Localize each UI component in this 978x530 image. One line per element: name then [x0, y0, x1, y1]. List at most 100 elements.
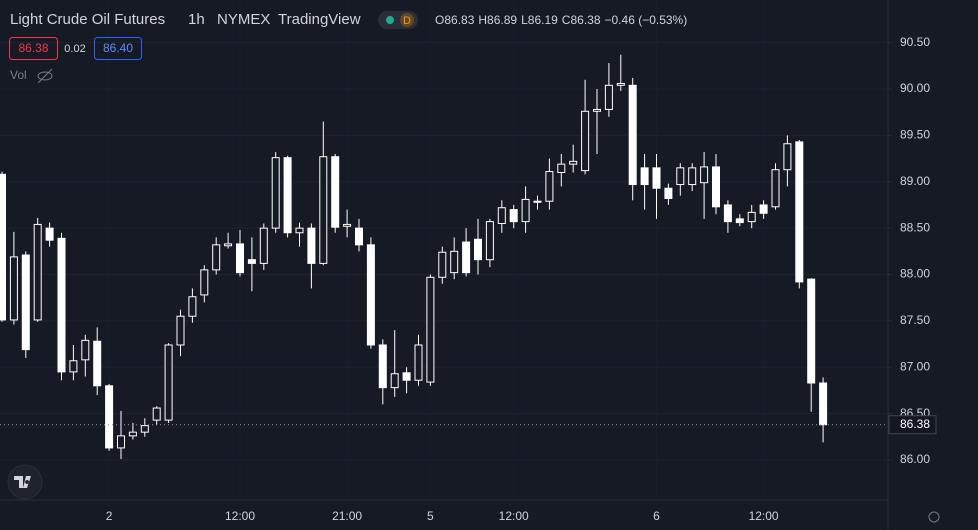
y-tick-label: 90.00 [900, 81, 930, 95]
eye [37, 71, 53, 81]
y-tick-label: 89.50 [900, 128, 930, 142]
settings-icon[interactable] [928, 511, 940, 523]
candle-body-up [69, 360, 78, 373]
candle-body-down [712, 166, 720, 208]
ask-box[interactable] [94, 37, 142, 60]
candle-body-up [747, 211, 756, 223]
candle-body-up [319, 156, 328, 264]
candle-body-up [616, 82, 625, 86]
candles [0, 54, 828, 460]
candle-body-down [795, 141, 804, 283]
y-tick-label: 88.00 [900, 267, 930, 281]
candle-body-down [735, 218, 744, 224]
x-tick-label: 6 [653, 509, 660, 523]
candle-body-up [545, 171, 554, 202]
ohlc-legend: O86.83 H86.89 L86.19 C86.38 −0.46 (−0.53%) [435, 13, 687, 27]
eye-slash [37, 68, 53, 84]
y-tick-label: 88.50 [900, 220, 930, 234]
ask: 86.40 [103, 41, 133, 55]
candle-body-up [188, 296, 197, 317]
candle-body-up [152, 407, 161, 421]
candle-body-up [450, 250, 459, 274]
y-tick-label: 87.50 [900, 313, 930, 327]
hide-icon[interactable] [37, 68, 53, 84]
candle-body-up [224, 243, 233, 247]
candle-body-down [378, 344, 387, 389]
candle-body-down [236, 243, 244, 274]
candle-body-up [688, 167, 697, 186]
bid-box[interactable] [9, 37, 58, 60]
candle-body-up [140, 425, 149, 433]
candle-body-down [640, 167, 649, 186]
candle-body-down [402, 372, 411, 381]
candle-body-up [343, 223, 352, 227]
candle-body-up [128, 431, 137, 437]
overlay: Light Crude Oil Futures 1h NYMEX Trading… [0, 11, 940, 523]
candle-body-up [521, 198, 530, 223]
y-tick-label: 86.00 [900, 452, 930, 466]
last-price-box [888, 415, 937, 435]
candle-body-up [569, 160, 578, 165]
h-label: H [478, 13, 487, 27]
market-status-dot [386, 16, 394, 24]
candle-body-up [176, 315, 185, 346]
candle-body-down [474, 238, 482, 261]
candle-body-down [819, 382, 828, 426]
candle-body-up [557, 163, 566, 173]
y-tick-label: 90.50 [900, 35, 930, 49]
x-tick-label: 5 [427, 509, 434, 523]
vol-label: Vol [10, 68, 27, 82]
candle-body-down [628, 84, 637, 186]
candle-body-down [462, 241, 471, 274]
candle-body-down [664, 187, 673, 199]
candle-body-down [366, 244, 375, 346]
candle-body-down [331, 156, 340, 228]
c-label: C [562, 13, 571, 27]
candle-body-up [771, 169, 780, 208]
candle-body-up [426, 276, 435, 383]
spread: 0.02 [64, 43, 85, 55]
candle-body-up [390, 373, 399, 389]
bid: 86.38 [18, 41, 48, 55]
o-label: O [435, 13, 444, 27]
logo-mark [14, 476, 31, 488]
candle-body-down [723, 204, 732, 223]
y-tick-label: 89.00 [900, 174, 930, 188]
symbol: Light Crude Oil Futures [10, 11, 165, 28]
x-tick-label: 12:00 [499, 509, 529, 523]
tv-logo[interactable] [7, 464, 43, 500]
candle-body-up [33, 223, 42, 321]
candle-body-up [81, 339, 90, 361]
candle-body-down [283, 157, 292, 234]
candle-body-down [21, 254, 30, 351]
status-pill[interactable] [378, 11, 418, 29]
candle-body-up [212, 244, 221, 271]
candle-body-up [604, 84, 613, 110]
candle-body-up [271, 157, 280, 229]
candle-body-up [295, 227, 304, 234]
h-value: 86.89 [487, 13, 517, 27]
grid: 86.0086.5087.0087.5088.0088.5089.0089.50… [0, 34, 931, 524]
candle-body-down [45, 227, 54, 241]
candle-body-down [0, 173, 6, 321]
candle-body-down [509, 209, 518, 223]
candle-body-up [783, 143, 792, 171]
l-value: 86.19 [528, 13, 558, 27]
candle-body-up [593, 108, 601, 112]
change: −0.46 (−0.53%) [605, 13, 688, 27]
candle-body-up [497, 207, 506, 224]
o-value: 86.83 [444, 13, 474, 27]
candle-body-down [807, 278, 816, 384]
candle-body-up [117, 435, 125, 449]
candle-body-up [676, 167, 685, 186]
y-tick-label: 87.00 [900, 359, 930, 373]
candle-body-down [652, 167, 661, 189]
candle-body-down [307, 227, 316, 264]
candle-body-down [247, 259, 256, 264]
candle-body-up [533, 200, 542, 203]
candle-body-down [355, 227, 363, 246]
candle-body-down [105, 385, 114, 449]
delay-badge-text: D [403, 15, 411, 27]
